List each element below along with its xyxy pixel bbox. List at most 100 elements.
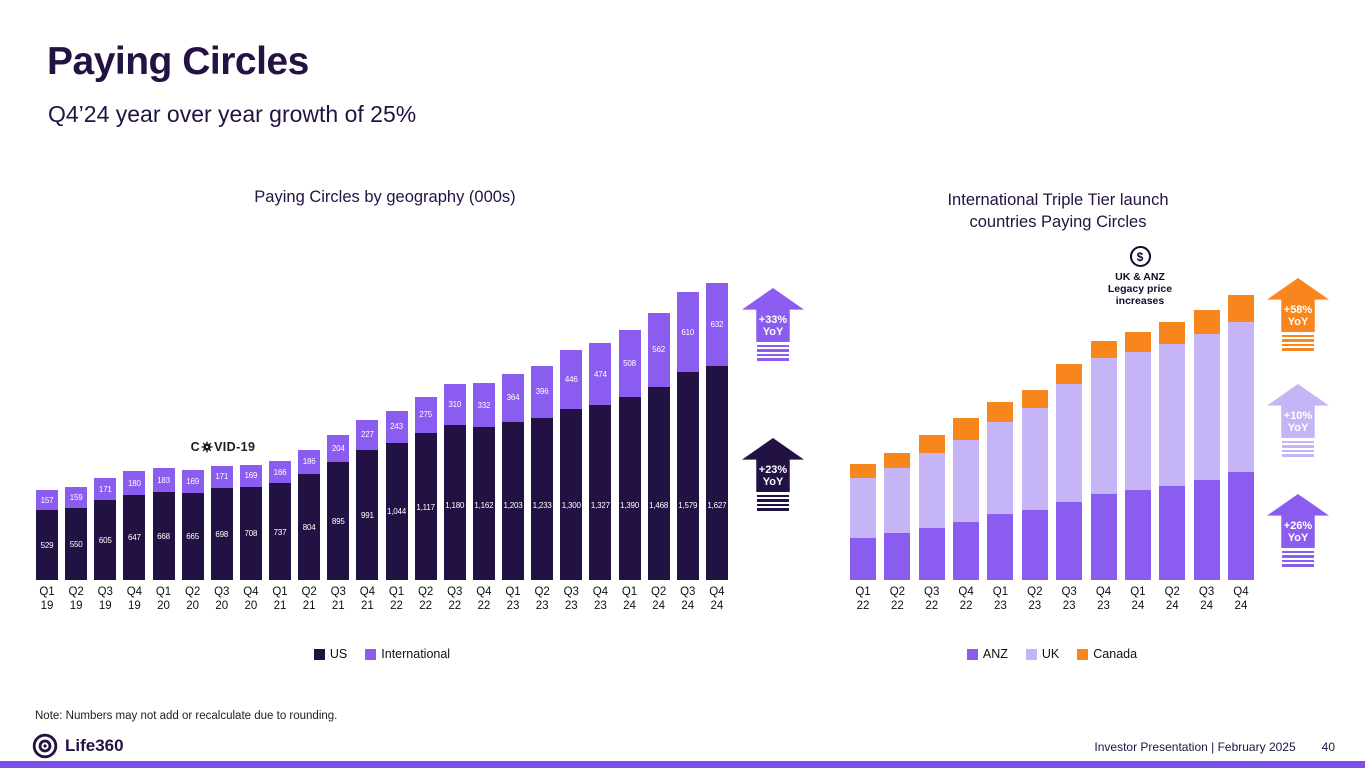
bar-group: Q4 22 — [953, 233, 980, 613]
bar-segment-canada — [1124, 332, 1151, 352]
bar-segment-uk — [1193, 334, 1220, 480]
x-axis-label: Q1 24 — [621, 586, 638, 612]
x-axis-label: Q3 22 — [447, 586, 463, 612]
stacked-bar: 243 1,044 — [385, 410, 408, 580]
bar-segment-international: 275 — [414, 396, 437, 434]
bar-segment-international: 186 — [298, 449, 321, 475]
bar-segment-uk — [1021, 408, 1048, 510]
bar-value-label: 180 — [128, 478, 141, 488]
covid-label-suffix: VID-19 — [214, 440, 256, 454]
x-axis-label: Q4 23 — [592, 586, 609, 612]
x-axis-label: Q4 21 — [359, 586, 376, 612]
page-subtitle: Q4’24 year over year growth of 25% — [48, 101, 417, 127]
stacked-bar — [1056, 364, 1083, 580]
x-axis-label: Q3 20 — [214, 586, 230, 612]
x-axis-label: Q2 24 — [650, 586, 667, 612]
bar-group: 310 1,180 Q3 22 — [443, 233, 466, 613]
legend-label: Canada — [1093, 647, 1138, 661]
bar-segment-us: 1,390 — [618, 397, 641, 580]
x-axis-label: Q1 23 — [505, 586, 521, 612]
x-axis-label: Q2 19 — [68, 586, 84, 612]
bar-group: 180 647 Q4 19 — [123, 233, 146, 613]
bar-segment-us: 991 — [356, 449, 379, 580]
life360-icon — [32, 733, 58, 759]
stacked-bar: 183 668 — [152, 468, 175, 580]
bar-segment-canada — [987, 402, 1014, 422]
bar-segment-anz — [1021, 510, 1048, 580]
bottom-accent-bar — [0, 761, 1365, 768]
bar-segment-international: 171 — [210, 465, 233, 489]
bar-segment-uk — [918, 453, 945, 528]
bar-segment-uk — [953, 440, 980, 522]
up-arrow-icon: +33% YoY — [742, 288, 804, 342]
bar-segment-us: 1,300 — [560, 408, 583, 580]
dollar-coin-icon: $ — [1129, 246, 1151, 267]
stacked-bar: 159 550 — [65, 486, 88, 580]
yoy-arrow-label: +26% YoY — [1283, 520, 1313, 544]
bar-value-label: 159 — [69, 492, 83, 502]
bar-segment-international: 632 — [705, 282, 728, 366]
bar-group: 159 550 Q2 19 — [65, 233, 88, 613]
stacked-bar: 169 708 — [239, 464, 262, 580]
bar-group: 396 1,233 Q2 23 — [531, 233, 554, 613]
up-arrow-icon: +23% YoY — [742, 438, 804, 492]
bar-segment-uk — [987, 422, 1014, 514]
stacked-bar: 171 698 — [210, 465, 233, 580]
bar-segment-uk — [1124, 352, 1151, 490]
bar-segment-uk — [1227, 322, 1254, 472]
x-axis-label: Q2 20 — [184, 586, 201, 612]
bar-group: 186 804 Q2 21 — [298, 233, 321, 613]
bar-group: 632 1,627 Q4 24 — [705, 233, 728, 613]
bar-group: 364 1,203 Q1 23 — [502, 233, 524, 613]
bar-value-label: 166 — [273, 467, 287, 477]
x-axis-label: Q4 20 — [243, 586, 259, 612]
bar-group: 171 698 Q3 20 — [210, 233, 233, 613]
bar-group: 169 708 Q4 20 — [239, 233, 262, 613]
stacked-bar: 562 1,468 — [647, 312, 670, 580]
bar-segment-anz — [884, 533, 911, 580]
bar-segment-canada — [918, 435, 945, 453]
bar-value-label: 529 — [40, 541, 54, 551]
x-axis-label: Q4 23 — [1095, 586, 1112, 612]
yoy-arrow-us: +23% YoY — [742, 438, 804, 511]
bar-value-label: 665 — [186, 532, 199, 542]
bar-segment-us: 668 — [152, 492, 175, 580]
bar-segment-canada — [1227, 295, 1254, 322]
bar-segment-us: 1,327 — [589, 405, 612, 580]
bar-segment-canada — [1090, 341, 1117, 358]
x-axis-label: Q1 22 — [855, 586, 871, 612]
bar-segment-international: 157 — [36, 489, 58, 511]
bar-segment-canada — [884, 453, 911, 468]
bar-segment-us: 1,233 — [531, 417, 554, 580]
stacked-bar: 310 1,180 — [443, 383, 466, 580]
stacked-bar — [987, 402, 1014, 580]
bar-value-label: 605 — [98, 536, 112, 546]
stacked-bar: 227 991 — [356, 419, 379, 580]
bar-segment-us: 1,180 — [443, 424, 466, 580]
bar-segment-international: 169 — [239, 464, 262, 487]
bar-segment-canada — [1193, 310, 1220, 334]
bar-segment-international: 396 — [531, 365, 554, 418]
yoy-arrow-canada: +58% YoY — [1267, 278, 1329, 351]
bar-group: 157 529 Q1 19 — [36, 233, 58, 613]
bar-group: 166 737 Q1 21 — [269, 233, 291, 613]
stacked-bar: 332 1,162 — [472, 383, 495, 580]
bar-group: Q2 22 — [884, 233, 911, 613]
right-chart-legend: ANZ UK Canada — [850, 647, 1254, 661]
x-axis-label: Q2 21 — [301, 586, 317, 612]
bar-value-label: 895 — [331, 517, 345, 527]
legend-item: Canada — [1077, 647, 1137, 661]
stacked-bar: 157 529 — [36, 489, 58, 580]
bar-segment-international: 159 — [65, 486, 88, 508]
bar-segment-anz — [1090, 494, 1117, 580]
bar-segment-anz — [1124, 490, 1151, 580]
x-axis-label: Q1 21 — [272, 586, 288, 612]
x-axis-label: Q1 22 — [388, 586, 405, 612]
bar-group: 275 1,117 Q2 22 — [414, 233, 437, 613]
x-axis-label: Q1 19 — [39, 586, 55, 612]
footer-text: Investor Presentation | February 2025 — [1094, 740, 1296, 754]
x-axis-label: Q3 24 — [680, 586, 696, 612]
covid-label-prefix: C — [190, 440, 201, 454]
bar-value-label: 204 — [331, 444, 345, 454]
